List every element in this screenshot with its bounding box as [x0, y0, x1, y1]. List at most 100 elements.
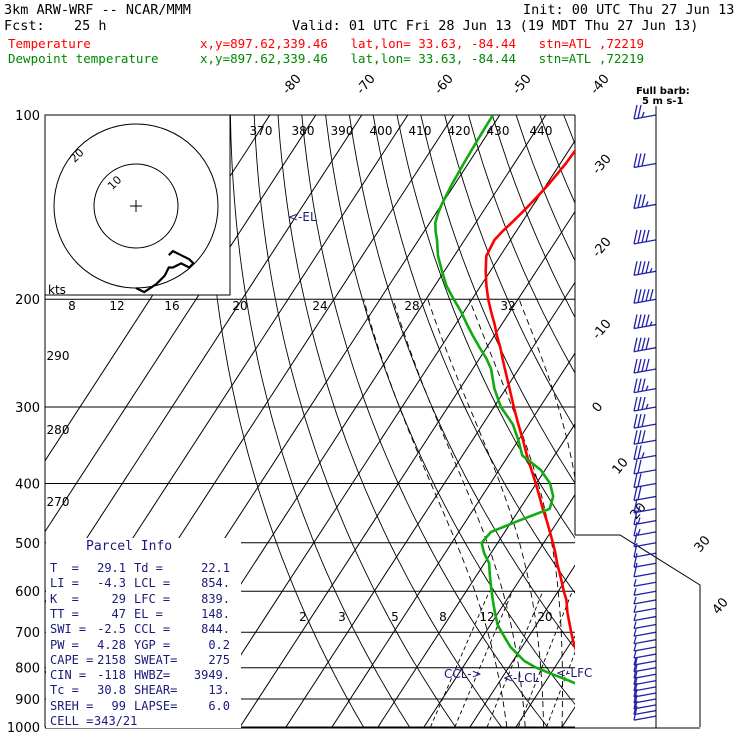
- wind-barb-feather: [633, 650, 637, 659]
- mixing-ratio-label: 5: [391, 610, 399, 624]
- dry-adiabat-line: [277, 115, 503, 727]
- wind-barb-feather: [641, 194, 646, 208]
- wind-barb-feather: [637, 505, 641, 513]
- wind-barb: [633, 709, 657, 716]
- hodograph-ring: [93, 163, 179, 249]
- parcel-info-cell: 29: [111, 591, 126, 606]
- parcel-info-box: Parcel Info T = 29.1 Td = 22.1 LI = -4.3 LCL =…: [46, 538, 241, 728]
- isotherm-label: -60: [432, 72, 457, 98]
- dry-adiabat-line: [659, 115, 740, 740]
- wind-barb-feather: [645, 229, 650, 242]
- wind-barb: [633, 698, 657, 704]
- mixing-ratio-label: 3: [338, 610, 346, 624]
- right-axis-line: [575, 534, 701, 727]
- wind-barb: [633, 562, 657, 568]
- pressure-tick-label: 900: [15, 693, 40, 708]
- wind-barb-feather: [633, 396, 638, 412]
- wind-barb-feather: [637, 153, 642, 167]
- lcl-annotation: <-LCL: [503, 671, 539, 685]
- wind-barb: [633, 388, 657, 394]
- dry-adiabat-label: 440: [530, 124, 553, 138]
- temperature-line: [484, 148, 575, 652]
- wind-barb: [633, 454, 657, 461]
- dry-adiabat-line: [396, 115, 575, 539]
- wind-barb-feather: [633, 358, 638, 374]
- parcel-info-cell: 6.0: [208, 698, 230, 713]
- parcel-info-cell: 844.: [201, 622, 230, 637]
- forecast-label: Fcst:: [4, 18, 45, 34]
- wind-barb-feather: [637, 194, 642, 208]
- temperature-legend-name: Temperature: [8, 36, 91, 51]
- wind-barb-feather: [633, 588, 637, 596]
- mixing-ratio-line: [517, 591, 573, 727]
- parcel-info-cell: CCL =: [134, 622, 171, 637]
- wind-barb: [633, 631, 657, 637]
- wind-barb-feather: [633, 289, 638, 304]
- wind-barb-feather: [645, 289, 650, 302]
- barb-legend-speed: 5 m s-1: [642, 96, 683, 107]
- wind-barb-feather: [637, 378, 642, 393]
- isotherm-line: [285, 281, 575, 727]
- parcel-info-cell: TT =: [50, 606, 79, 621]
- wind-barb-feather: [637, 486, 642, 500]
- mixing-ratio-line: [546, 651, 575, 727]
- wind-barb-feather: [641, 430, 646, 444]
- pressure-tick-label: 500: [15, 537, 40, 552]
- parcel-info-cell: 839.: [201, 591, 230, 606]
- wind-barb-feather: [641, 153, 646, 167]
- wind-barb: [633, 114, 657, 120]
- wind-barb-feather: [633, 643, 637, 652]
- init-time: Init: 00 UTC Thu 27 Jun 13: [523, 2, 735, 18]
- isotherm-label: -80: [280, 72, 305, 98]
- parcel-info-title: Parcel Info: [86, 539, 173, 554]
- parcel-info-cell: LI =: [50, 576, 79, 591]
- pressure-tick-label: 700: [15, 626, 40, 641]
- dry-adiabat-line: [444, 115, 575, 429]
- dry-adiabat-line: [611, 115, 740, 740]
- wind-barb: [633, 646, 657, 652]
- wind-barb-feather: [633, 430, 638, 445]
- wind-barb-feather: [633, 261, 638, 276]
- wind-barb-feather: [649, 321, 653, 327]
- isotherm-line: [239, 210, 575, 727]
- dry-adiabat-label: 290: [47, 349, 70, 363]
- wind-barb-feather: [637, 337, 642, 352]
- wind-barb: [633, 667, 657, 673]
- dry-adiabat-label: 430: [487, 124, 510, 138]
- dry-adiabat-line: [325, 115, 575, 706]
- wind-barb-feather: [649, 267, 653, 273]
- moist-adiabat-label: 12: [109, 299, 124, 313]
- wind-barb: [633, 239, 657, 245]
- wind-barb-feather: [645, 261, 650, 274]
- isotherm-line: [600, 115, 740, 740]
- wind-barb: [633, 607, 657, 614]
- wind-barb-feather: [637, 414, 642, 428]
- wind-barb: [633, 531, 657, 537]
- wind-barb-feather: [641, 261, 646, 274]
- wind-barb: [633, 704, 657, 710]
- isotherm-label: -70: [354, 72, 379, 98]
- mixing-ratio-line: [584, 591, 634, 727]
- mixing-ratio-line: [430, 591, 490, 727]
- pressure-tick-label: 100: [15, 109, 40, 124]
- isotherm-label: 40: [710, 595, 732, 617]
- isotherm-line: [377, 423, 575, 727]
- moist-adiabat-label: 8: [68, 299, 76, 313]
- mixing-ratio-line: [486, 591, 544, 727]
- el-annotation: <-EL: [288, 210, 317, 224]
- wind-barb-feather: [633, 473, 638, 488]
- dry-adiabat-line: [563, 115, 575, 145]
- wind-barb: [633, 572, 657, 578]
- wind-barb-feather: [641, 229, 646, 243]
- parcel-info-cell: 30.8: [97, 683, 126, 698]
- wind-barb-feather: [633, 104, 638, 120]
- dry-adiabat-line: [420, 115, 575, 484]
- dry-adiabat-line: [301, 115, 549, 727]
- wind-barb-feather: [637, 104, 642, 119]
- parcel-info-cell: 343/21: [94, 714, 138, 728]
- wind-barb: [633, 692, 657, 698]
- isotherm-line: [561, 706, 575, 727]
- wind-barb: [633, 715, 657, 721]
- dry-adiabat-line: [515, 115, 575, 262]
- wind-barb-feather: [637, 430, 642, 444]
